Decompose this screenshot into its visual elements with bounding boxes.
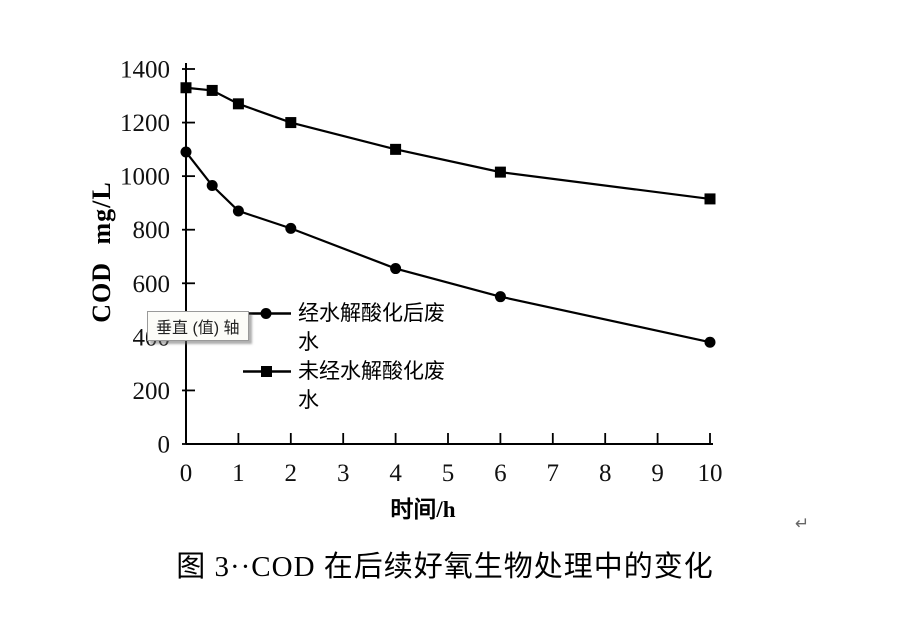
y-tick-label: 600 <box>133 271 171 298</box>
circle-marker <box>494 291 506 303</box>
square-marker <box>232 98 244 110</box>
x-tick-label: 6 <box>494 460 507 487</box>
x-tick-label: 10 <box>698 460 723 487</box>
y-tick-label: 200 <box>133 378 171 405</box>
x-tick-label: 3 <box>337 460 350 487</box>
legend-entry-untreated[interactable]: 未经水解酸化废水 <box>243 357 452 415</box>
x-tick-label: 9 <box>651 460 664 487</box>
paragraph-return-icon: ↵ <box>795 514 810 534</box>
square-marker-icon <box>243 357 291 386</box>
square-marker <box>180 82 192 94</box>
y-tick-label: 1200 <box>120 110 170 137</box>
circle-marker <box>390 263 402 275</box>
y-tick-label: 1000 <box>120 164 170 191</box>
circle-marker <box>704 336 716 348</box>
y-axis[interactable]: 0200400600800100012001400 <box>120 57 195 459</box>
circle-marker <box>285 222 297 234</box>
circle-marker-icon <box>243 299 291 328</box>
y-tick-label: 800 <box>133 217 171 244</box>
x-axis[interactable]: 0 1 2 3 4 5 6 7 8 9 10 <box>180 433 723 487</box>
series-line <box>185 86 711 201</box>
legend-label-untreated: 未经水解酸化废水 <box>298 359 445 412</box>
x-tick-label: 2 <box>285 460 298 487</box>
x-tick-label: 8 <box>599 460 612 487</box>
square-marker <box>206 84 218 96</box>
square-marker <box>704 193 716 205</box>
series-circle[interactable] <box>180 146 716 348</box>
axis-tooltip: 垂直 (值) 轴 <box>147 311 249 341</box>
legend-label-treated: 经水解酸化后废水 <box>298 301 445 354</box>
circle-marker <box>206 180 218 192</box>
circle-marker <box>232 205 244 217</box>
x-tick-label: 5 <box>442 460 455 487</box>
x-tick-label: 7 <box>547 460 560 487</box>
y-axis-title: COD mg/L <box>87 181 116 323</box>
x-axis-title: 时间/h <box>390 497 456 522</box>
x-tick-label: 0 <box>180 460 193 487</box>
figure-caption: 图 3··COD 在后续好氧生物处理中的变化 <box>176 551 714 583</box>
x-tick-label: 4 <box>389 460 402 487</box>
legend-entry-treated[interactable]: 经水解酸化后废水 <box>243 299 452 357</box>
square-marker <box>390 143 402 155</box>
series-square[interactable] <box>180 82 716 205</box>
y-tick-label: 1400 <box>120 57 170 84</box>
square-marker <box>494 166 506 178</box>
x-tick-label: 1 <box>232 460 245 487</box>
chart-legend: 经水解酸化后废水 未经水解酸化废水 <box>243 299 452 415</box>
circle-marker <box>180 146 192 158</box>
square-marker <box>285 117 297 129</box>
y-tick-label: 0 <box>158 432 171 459</box>
